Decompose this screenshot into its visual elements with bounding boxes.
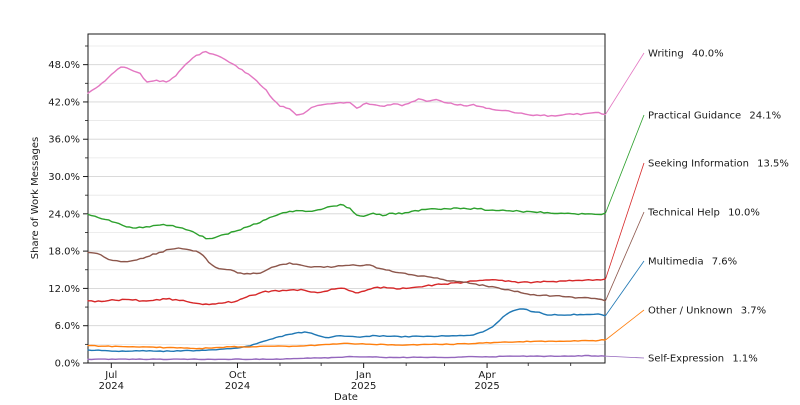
series-lines <box>87 50 606 361</box>
leader-self-expression <box>605 355 645 359</box>
label-seeking-information: Seeking Information 13.5% <box>648 159 789 170</box>
axes: 0.0% 6.0% 12.0% 18.0% 24.0% 30.0% 36.0% 42.0% 48… <box>48 33 606 392</box>
x-tick-label-year: 2024 <box>225 381 250 392</box>
leader-practical-guidance <box>605 114 645 214</box>
y-tick-label: 30.0% <box>48 172 80 183</box>
x-axis-title: Date <box>334 392 358 403</box>
y-tick-label: 24.0% <box>48 209 80 220</box>
leader-technical-help <box>605 211 645 302</box>
label-multimedia: Multimedia 7.6% <box>648 257 737 268</box>
line-seeking-information <box>87 278 606 306</box>
label-other-unknown: Other / Unknown 3.7% <box>648 306 766 317</box>
series-annotations: Writing 40.0% Practical Guidance 24.1% See… <box>605 49 789 365</box>
y-tick-label: 36.0% <box>48 135 80 146</box>
y-tick-label: 0.0% <box>55 359 80 370</box>
label-self-expression: Self-Expression 1.1% <box>648 354 758 365</box>
leader-seeking-information <box>605 162 645 280</box>
y-tick-label: 18.0% <box>48 247 80 258</box>
line-writing <box>87 50 606 117</box>
x-tick-label-month: Jan <box>355 370 371 381</box>
line-practical-guidance <box>87 203 606 240</box>
line-other-unknown <box>87 339 606 350</box>
plot-border <box>87 33 606 364</box>
x-tick-label-month: Apr <box>478 370 496 381</box>
leader-other-unknown <box>605 309 645 341</box>
y-tick-label: 48.0% <box>48 60 80 71</box>
x-tick-label-year: 2025 <box>351 381 376 392</box>
x-tick-label-month: Oct <box>229 370 246 381</box>
y-tick-label: 6.0% <box>55 321 80 332</box>
gridlines <box>88 45 605 364</box>
leader-multimedia <box>605 260 645 316</box>
line-self-expression <box>87 354 606 361</box>
label-practical-guidance: Practical Guidance 24.1% <box>648 111 781 122</box>
y-tick-label: 42.0% <box>48 97 80 108</box>
x-tick-label-year: 2025 <box>474 381 499 392</box>
label-writing: Writing 40.0% <box>648 49 724 60</box>
line-multimedia <box>87 308 606 353</box>
y-tick-label: 12.0% <box>48 284 80 295</box>
y-axis-title: Share of Work Messages <box>30 137 41 259</box>
x-tick-label-month: Jul <box>104 370 117 381</box>
label-technical-help: Technical Help 10.0% <box>647 208 760 219</box>
line-technical-help <box>87 247 606 302</box>
leader-writing <box>605 52 645 115</box>
x-tick-label-year: 2024 <box>99 381 124 392</box>
